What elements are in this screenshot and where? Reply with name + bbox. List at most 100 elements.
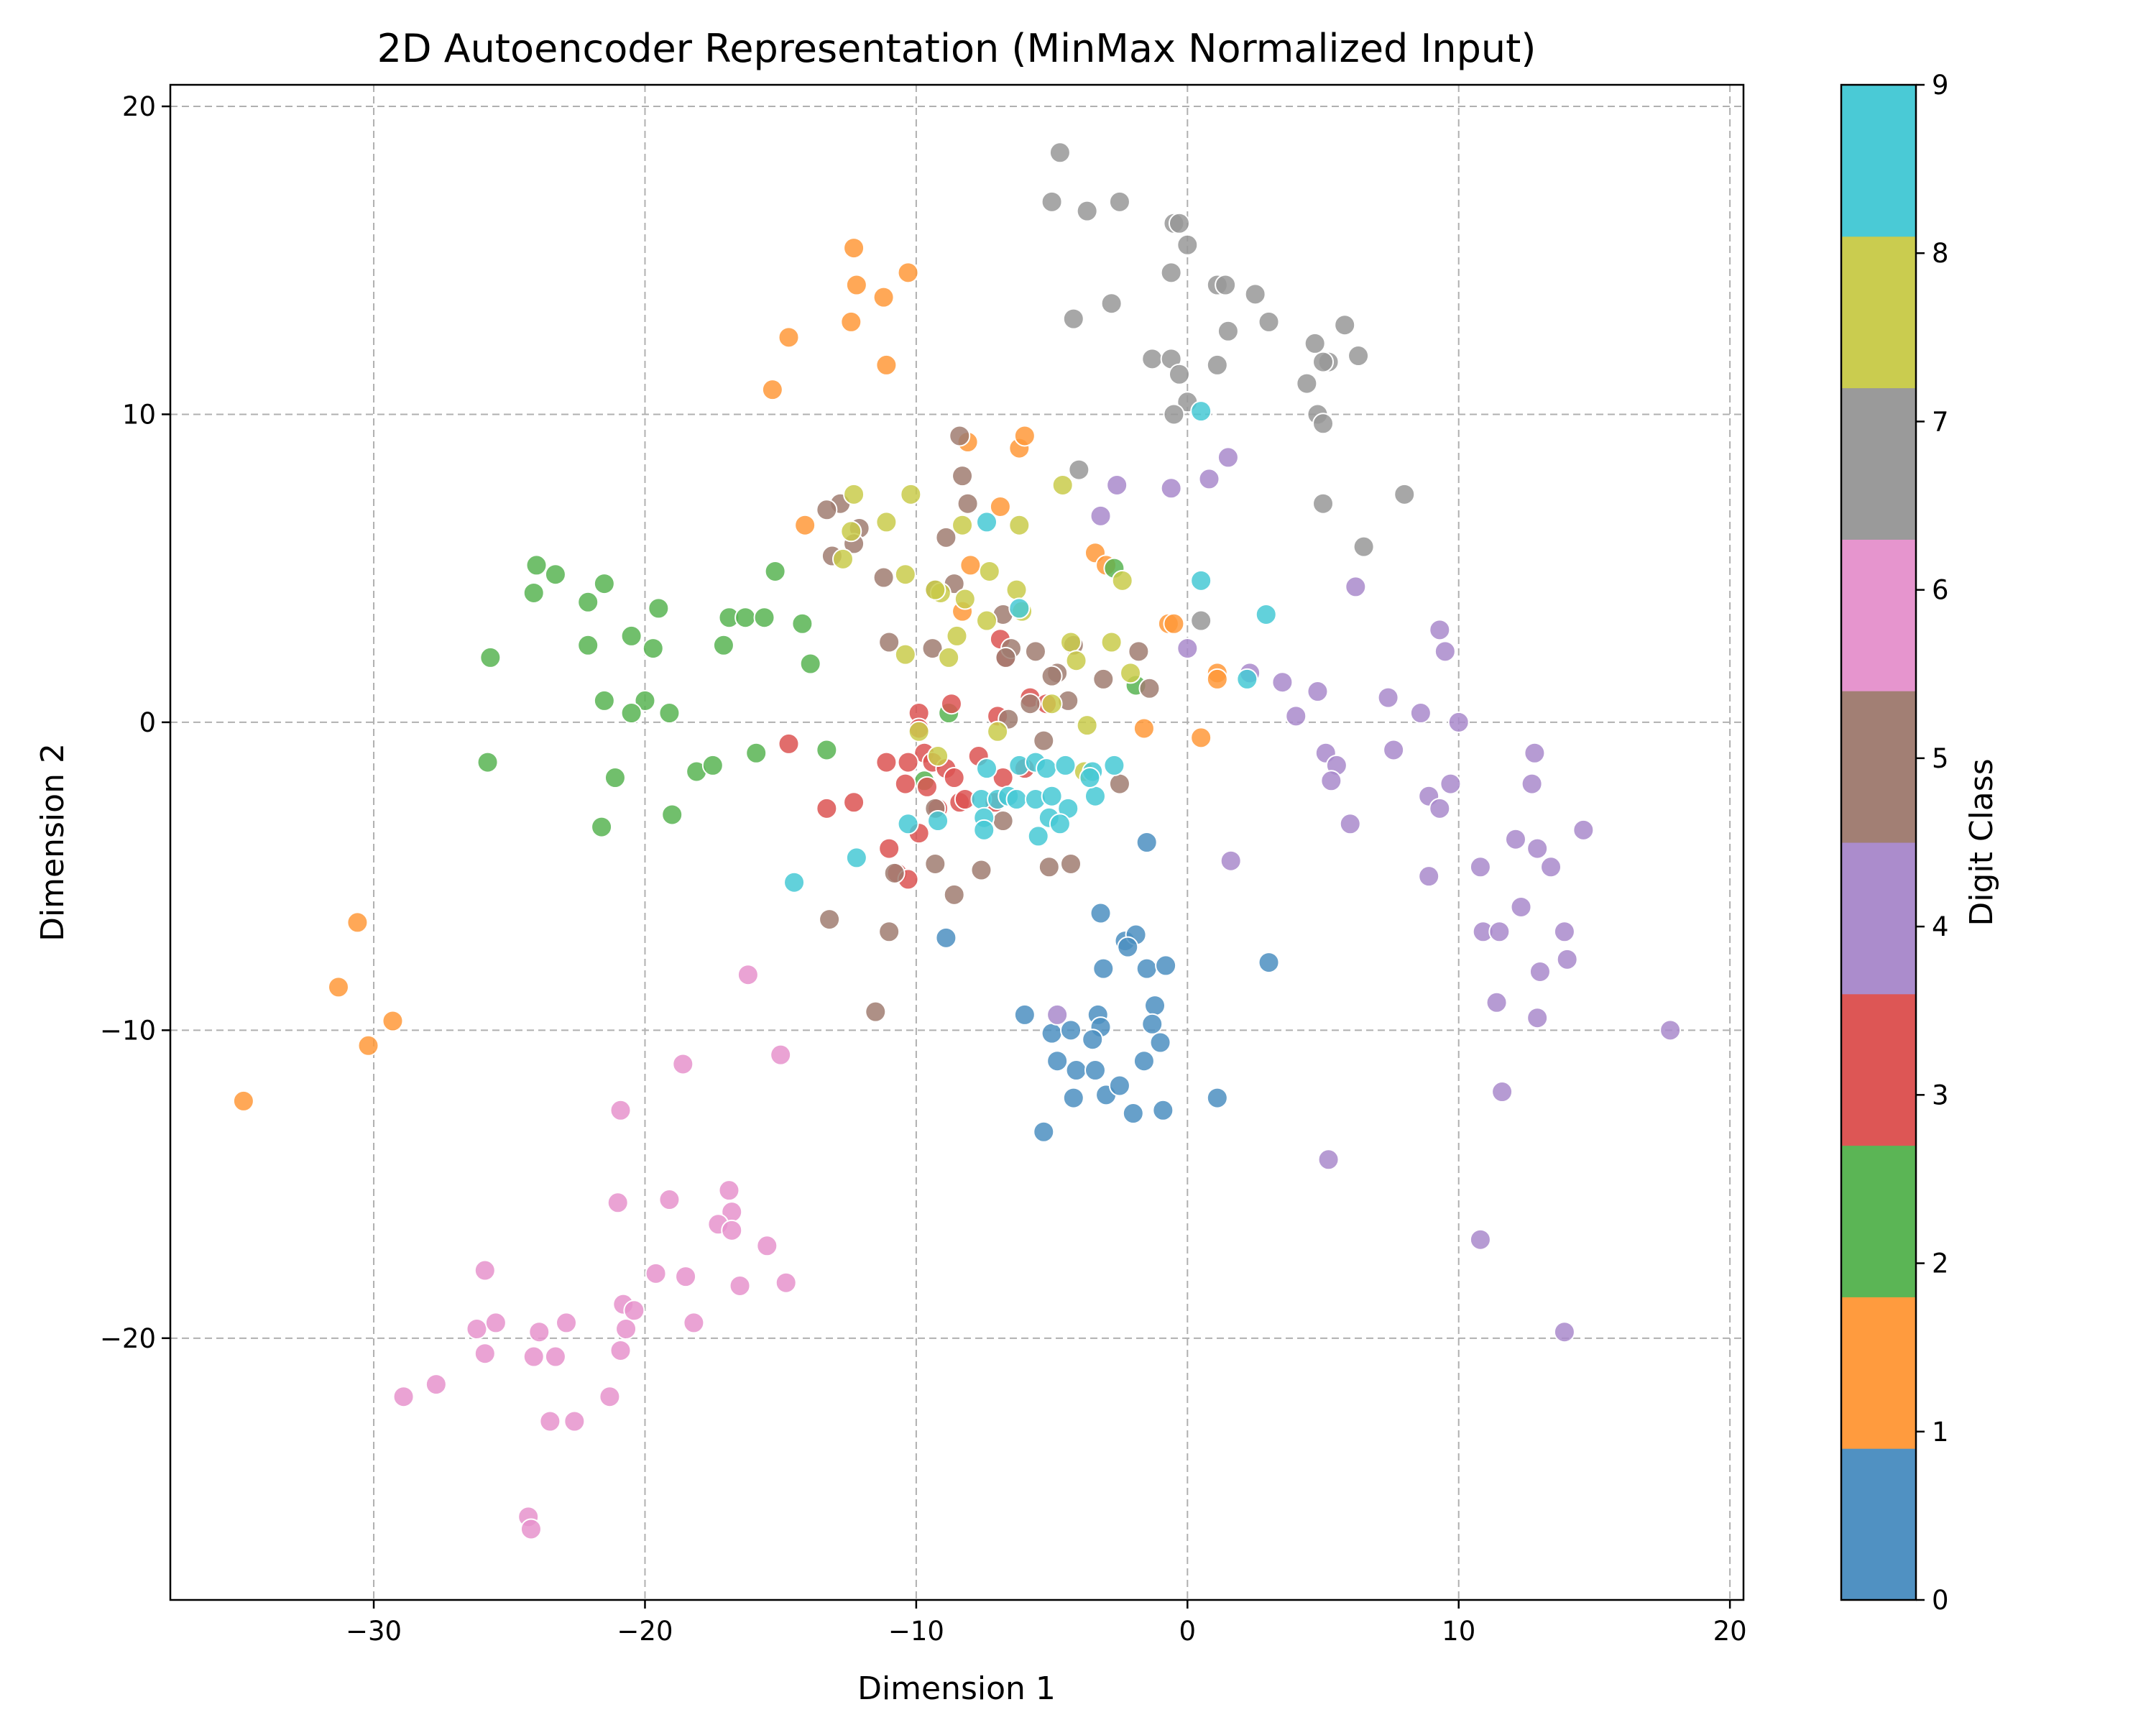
data-point — [1111, 569, 1133, 592]
y-tick-label: −10 — [100, 1015, 156, 1046]
data-point — [989, 495, 1011, 518]
data-point — [484, 1312, 507, 1334]
data-point — [1117, 936, 1139, 958]
colorbar-segment — [1841, 1297, 1916, 1449]
data-point — [392, 1386, 415, 1408]
data-point — [1106, 474, 1128, 496]
colorbar-tick-label: 9 — [1932, 70, 1949, 101]
data-point — [1220, 850, 1242, 872]
data-point — [1100, 293, 1123, 315]
data-point — [840, 310, 862, 333]
data-point — [683, 1312, 705, 1334]
colorbar-segment — [1841, 1145, 1916, 1297]
data-point — [1100, 631, 1123, 653]
data-point — [1008, 597, 1031, 620]
colorbar-tick-label: 3 — [1932, 1080, 1949, 1110]
colorbar-tick-label: 7 — [1932, 406, 1949, 437]
y-tick-label: −20 — [100, 1323, 156, 1354]
data-point — [599, 1386, 621, 1408]
data-point — [1206, 1087, 1228, 1109]
data-point — [875, 511, 898, 533]
data-point — [1304, 332, 1326, 354]
data-point — [1005, 579, 1028, 601]
data-point — [721, 1219, 743, 1241]
data-point — [1206, 354, 1228, 376]
data-point — [1258, 310, 1280, 333]
data-point — [1244, 283, 1266, 305]
data-point — [845, 274, 867, 296]
data-point — [737, 964, 759, 986]
data-point — [1060, 852, 1082, 875]
colorbar-tick-label: 6 — [1932, 575, 1949, 606]
data-point — [799, 653, 821, 675]
colorbar-segment — [1841, 993, 1916, 1146]
data-point — [476, 751, 499, 773]
data-point — [1120, 662, 1142, 684]
data-point — [1135, 957, 1158, 980]
data-point — [544, 564, 566, 586]
data-point — [544, 1346, 566, 1368]
data-point — [1041, 190, 1063, 213]
data-point — [1076, 200, 1098, 222]
data-point — [675, 1266, 697, 1288]
data-point — [623, 1300, 645, 1322]
y-axis-label: Dimension 2 — [34, 743, 71, 942]
data-point — [1339, 813, 1361, 835]
colorbar-segment — [1841, 85, 1916, 237]
data-point — [778, 326, 800, 349]
data-point — [1439, 773, 1462, 795]
data-point — [949, 425, 971, 447]
data-point — [425, 1374, 447, 1396]
data-point — [976, 511, 998, 533]
data-point — [1049, 142, 1071, 164]
data-point — [924, 852, 946, 875]
class-4-points — [1046, 446, 1682, 1343]
data-point — [474, 1343, 496, 1365]
class-1-points — [232, 237, 1228, 1112]
data-point — [761, 379, 783, 401]
data-point — [642, 638, 664, 660]
data-point — [1089, 505, 1112, 527]
data-point — [745, 742, 768, 764]
data-point — [995, 646, 1017, 668]
data-point — [620, 702, 642, 724]
data-point — [712, 634, 734, 656]
data-point — [658, 1189, 681, 1211]
x-tick-label: −30 — [346, 1616, 402, 1647]
data-point — [522, 1346, 545, 1368]
data-point — [1236, 668, 1258, 690]
data-point — [346, 911, 369, 934]
data-point — [1103, 754, 1125, 776]
data-point — [952, 465, 974, 487]
grid — [170, 85, 1743, 1600]
data-point — [1556, 948, 1578, 970]
data-point — [1383, 739, 1405, 761]
data-point — [1062, 1087, 1084, 1109]
colorbar-segment — [1841, 691, 1916, 843]
data-point — [875, 354, 898, 376]
data-point — [1155, 954, 1177, 977]
data-point — [1429, 619, 1451, 641]
data-point — [897, 813, 919, 835]
data-point — [1079, 767, 1101, 789]
plot-frame — [169, 83, 1745, 1601]
data-point — [1041, 785, 1063, 807]
data-point — [794, 514, 816, 536]
data-point — [940, 693, 962, 715]
data-point — [1255, 603, 1277, 625]
data-point — [1149, 1031, 1171, 1054]
data-point — [1060, 1019, 1082, 1041]
data-point — [604, 767, 626, 789]
data-point — [1108, 1075, 1130, 1097]
data-point — [634, 689, 656, 712]
data-point — [1133, 717, 1155, 740]
data-point — [382, 1010, 404, 1032]
data-point — [327, 976, 349, 998]
data-point — [938, 646, 960, 668]
colorbar-tick-label: 2 — [1932, 1248, 1949, 1279]
data-point — [593, 573, 615, 595]
data-point — [897, 262, 919, 284]
data-point — [978, 560, 1000, 582]
colorbar: 0 1 2 3 4 5 6 7 8 9 — [1840, 70, 1949, 1616]
data-point — [1553, 1321, 1575, 1343]
